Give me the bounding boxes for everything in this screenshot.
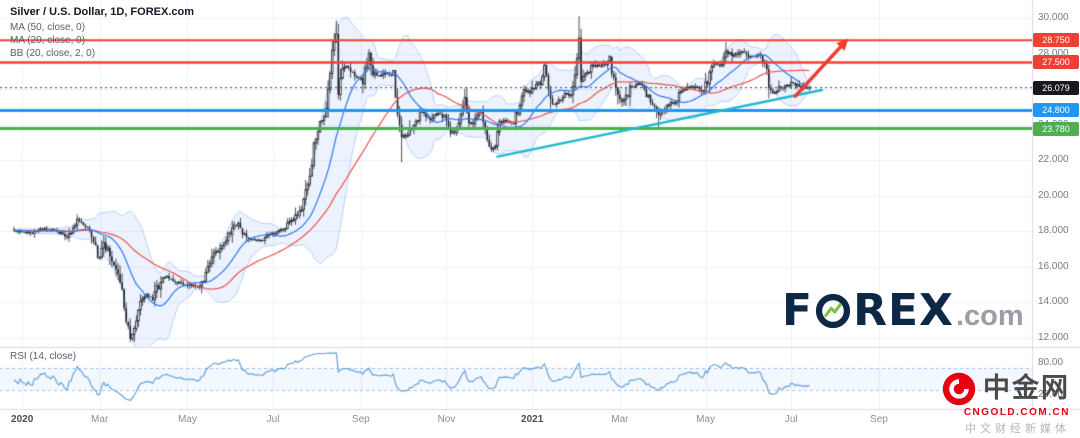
time-axis[interactable]: 2020 Mar May Jul Sep Nov 2021 Mar May Jul Sep <box>0 409 1032 438</box>
cngold-logo: 中金网 CNGOLD.COM.CN 中文财经新媒体 <box>942 372 1070 436</box>
time-axis-tick: May <box>177 414 197 425</box>
forex-watermark: F REX .com <box>782 289 1024 333</box>
price-level-badge: 23.780 <box>1033 121 1079 136</box>
time-axis-tick: Sep <box>870 414 888 425</box>
cngold-logo-row: 中金网 <box>942 372 1070 406</box>
price-axis-tick: 12.000 <box>1038 331 1069 343</box>
price-badges-layer: 28.750 27.500 24.800 23.780 26.079 <box>1032 0 1080 409</box>
cngold-tagline: 中文财经新媒体 <box>965 423 1070 435</box>
forex-letters-rex: REX <box>853 285 954 336</box>
forex-o-icon <box>815 293 851 329</box>
rsi-indicator-label[interactable]: RSI (14, close) <box>10 351 77 362</box>
rsi-axis-tick: 80.00 <box>1038 356 1064 368</box>
price-axis-tick: 16.000 <box>1038 260 1069 272</box>
time-axis-tick: Mar <box>91 414 109 425</box>
time-axis-tick: Nov <box>437 414 456 425</box>
price-level-badge: 28.750 <box>1033 33 1079 48</box>
legend-ma20[interactable]: MA (20, close, 0) <box>10 35 86 46</box>
time-axis-tick: Jul <box>784 414 798 425</box>
time-axis-tick: 2021 <box>521 414 544 425</box>
legend-ma50[interactable]: MA (50, close, 0) <box>10 22 86 33</box>
time-axis-tick: Sep <box>351 414 370 425</box>
price-level-badge: 24.800 <box>1033 103 1079 118</box>
price-axis-tick: 22.000 <box>1038 154 1069 166</box>
forex-wordmark: F REX <box>782 289 954 333</box>
price-axis-tick: 14.000 <box>1038 296 1069 308</box>
last-price-badge: 26.079 <box>1033 80 1079 95</box>
legend-bb[interactable]: BB (20, close, 2, 0) <box>10 48 96 59</box>
time-axis-tick: Mar <box>611 414 629 425</box>
cngold-domain: CNGOLD.COM.CN <box>963 407 1070 418</box>
price-axis-tick: 28.000 <box>1038 47 1069 59</box>
price-level-badge: 27.500 <box>1033 55 1079 70</box>
time-axis-tick: Jul <box>266 414 280 425</box>
chart-legend: Silver / U.S. Dollar, 1D, FOREX.com MA (… <box>10 6 194 60</box>
forex-letter-f: F <box>782 285 814 336</box>
price-axis-tick: 30.000 <box>1038 11 1069 23</box>
forex-com-suffix: .com <box>955 300 1024 332</box>
price-axis-tick: 20.000 <box>1038 189 1069 201</box>
price-axis-tick: 18.000 <box>1038 225 1069 237</box>
cngold-icon <box>942 372 976 406</box>
symbol-title[interactable]: Silver / U.S. Dollar, 1D, FOREX.com <box>10 6 195 18</box>
time-axis-tick: 2020 <box>11 414 34 425</box>
time-axis-tick: May <box>696 414 715 425</box>
cngold-name: 中金网 <box>983 373 1070 404</box>
rsi-axis-tick: 20.00 <box>1038 389 1064 401</box>
